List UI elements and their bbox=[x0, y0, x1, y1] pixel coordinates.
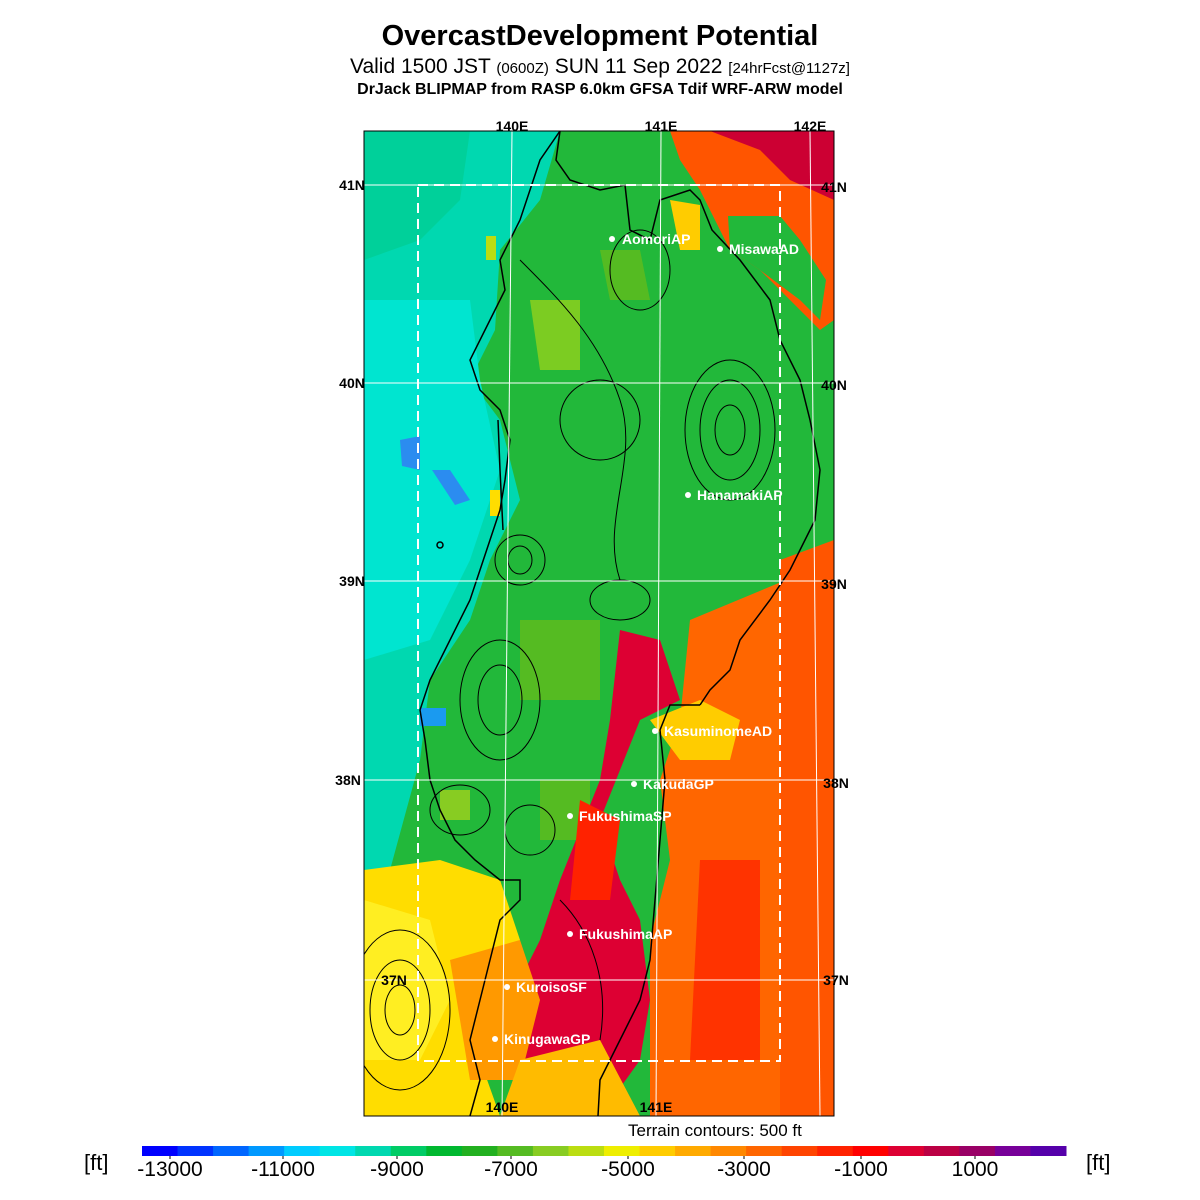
colorbar-swatch bbox=[213, 1146, 250, 1156]
lon-label-top: 141E bbox=[645, 118, 678, 134]
lat-label-right: 38N bbox=[823, 775, 849, 791]
colorbar-swatch bbox=[710, 1146, 747, 1156]
lon-label-bottom: 141E bbox=[640, 1099, 673, 1115]
valid-date: SUN 11 Sep 2022 bbox=[554, 55, 723, 78]
colorbar-swatch bbox=[639, 1146, 676, 1156]
map-frame bbox=[363, 130, 835, 1117]
lat-lon-grid bbox=[364, 130, 834, 1117]
station-marker bbox=[685, 492, 691, 498]
colorbar-swatch bbox=[426, 1146, 463, 1156]
colorbar-tick-label: -9000 bbox=[370, 1158, 424, 1181]
station-label: FukushimaAP bbox=[579, 926, 672, 942]
colorbar-swatch bbox=[923, 1146, 960, 1156]
lon-label-bottom: 140E bbox=[486, 1099, 519, 1115]
colorbar-swatch bbox=[248, 1146, 285, 1156]
model-line: DrJack BLIPMAP from RASP 6.0km GFSA Tdif… bbox=[357, 81, 843, 98]
station-marker bbox=[504, 984, 510, 990]
chart-title: OvercastDevelopment Potential bbox=[381, 20, 819, 52]
colorbar bbox=[142, 1146, 1067, 1159]
colorbar-swatch bbox=[497, 1146, 534, 1156]
colorbar-swatch bbox=[746, 1146, 783, 1156]
colorbar-swatch bbox=[532, 1146, 569, 1156]
colorbar-swatch bbox=[675, 1146, 712, 1156]
colorbar-swatch bbox=[142, 1146, 179, 1156]
valid-time-line: Valid 1500 JST (0600Z) SUN 11 Sep 2022 [… bbox=[0, 55, 1200, 79]
colorbar-tick-label: -11000 bbox=[251, 1158, 315, 1181]
colorbar-swatch bbox=[284, 1146, 321, 1156]
station-label: FukushimaSP bbox=[579, 808, 672, 824]
station-marker bbox=[717, 246, 723, 252]
inner-domain-box bbox=[417, 184, 781, 1062]
lat-label-right: 41N bbox=[821, 179, 847, 195]
map-field bbox=[364, 131, 834, 1116]
colorbar-swatch bbox=[177, 1146, 214, 1156]
colorbar-swatch bbox=[959, 1146, 996, 1156]
stations: AomoriAP MisawaAD HanamakiAP KasuminomeA… bbox=[492, 231, 799, 1047]
station-marker bbox=[492, 1036, 498, 1042]
station-label: KinugawaGP bbox=[504, 1031, 590, 1047]
lon-label-top: 140E bbox=[496, 118, 529, 134]
station-marker bbox=[567, 813, 573, 819]
lon-label-top: 142E bbox=[794, 118, 827, 134]
colorbar-swatch bbox=[781, 1146, 818, 1156]
colorbar-swatch bbox=[568, 1146, 605, 1156]
valid-zulu: (0600Z) bbox=[496, 60, 549, 77]
colorbar-swatch bbox=[319, 1146, 356, 1156]
colorbar-tick-label: -3000 bbox=[717, 1158, 771, 1181]
lat-label-right: 37N bbox=[823, 972, 849, 988]
colorbar-swatch bbox=[888, 1146, 925, 1156]
valid-prefix: Valid 1500 JST bbox=[350, 55, 491, 78]
station-label: MisawaAD bbox=[729, 241, 799, 257]
station-marker bbox=[567, 931, 573, 937]
lat-label-right: 39N bbox=[821, 576, 847, 592]
station-label: AomoriAP bbox=[622, 231, 690, 247]
terrain-contours bbox=[364, 229, 776, 1091]
colorbar-swatch bbox=[852, 1146, 889, 1156]
colorbar-tick-label: 1000 bbox=[951, 1158, 999, 1181]
lat-label-left: 41N bbox=[339, 177, 365, 193]
lat-label-left: 39N bbox=[339, 573, 365, 589]
colorbar-tick-label: -5000 bbox=[601, 1158, 655, 1181]
colorbar-tick-label: -7000 bbox=[484, 1158, 538, 1181]
colorbar-swatch bbox=[390, 1146, 427, 1156]
colorbar-swatch bbox=[1030, 1146, 1067, 1156]
lat-label-right: 40N bbox=[821, 377, 847, 393]
colorbar-swatch bbox=[355, 1146, 392, 1156]
coastline bbox=[419, 131, 821, 1116]
colorbar-swatch bbox=[817, 1146, 854, 1156]
lat-label-left: 38N bbox=[335, 772, 361, 788]
station-label: HanamakiAP bbox=[697, 487, 783, 503]
forecast-info: [24hrFcst@1127z] bbox=[728, 60, 850, 77]
lat-label-left: 37N bbox=[381, 972, 407, 988]
station-label: KakudaGP bbox=[643, 776, 714, 792]
station-marker bbox=[609, 236, 615, 242]
station-label: KasuminomeAD bbox=[664, 723, 772, 739]
station-label: KuroisoSF bbox=[516, 979, 587, 995]
station-marker bbox=[631, 781, 637, 787]
colorbar-swatch bbox=[994, 1146, 1031, 1156]
colorbar-unit-right: [ft] bbox=[1086, 1150, 1111, 1175]
colorbar-tick-label: -13000 bbox=[137, 1158, 203, 1181]
colorbar-swatch bbox=[461, 1146, 498, 1156]
terrain-contour-note: Terrain contours: 500 ft bbox=[628, 1121, 802, 1140]
colorbar-swatch bbox=[604, 1146, 641, 1156]
colorbar-tick-label: -1000 bbox=[834, 1158, 888, 1181]
colorbar-unit-left: [ft] bbox=[84, 1150, 109, 1175]
lat-label-left: 40N bbox=[339, 375, 365, 391]
station-marker bbox=[652, 728, 658, 734]
